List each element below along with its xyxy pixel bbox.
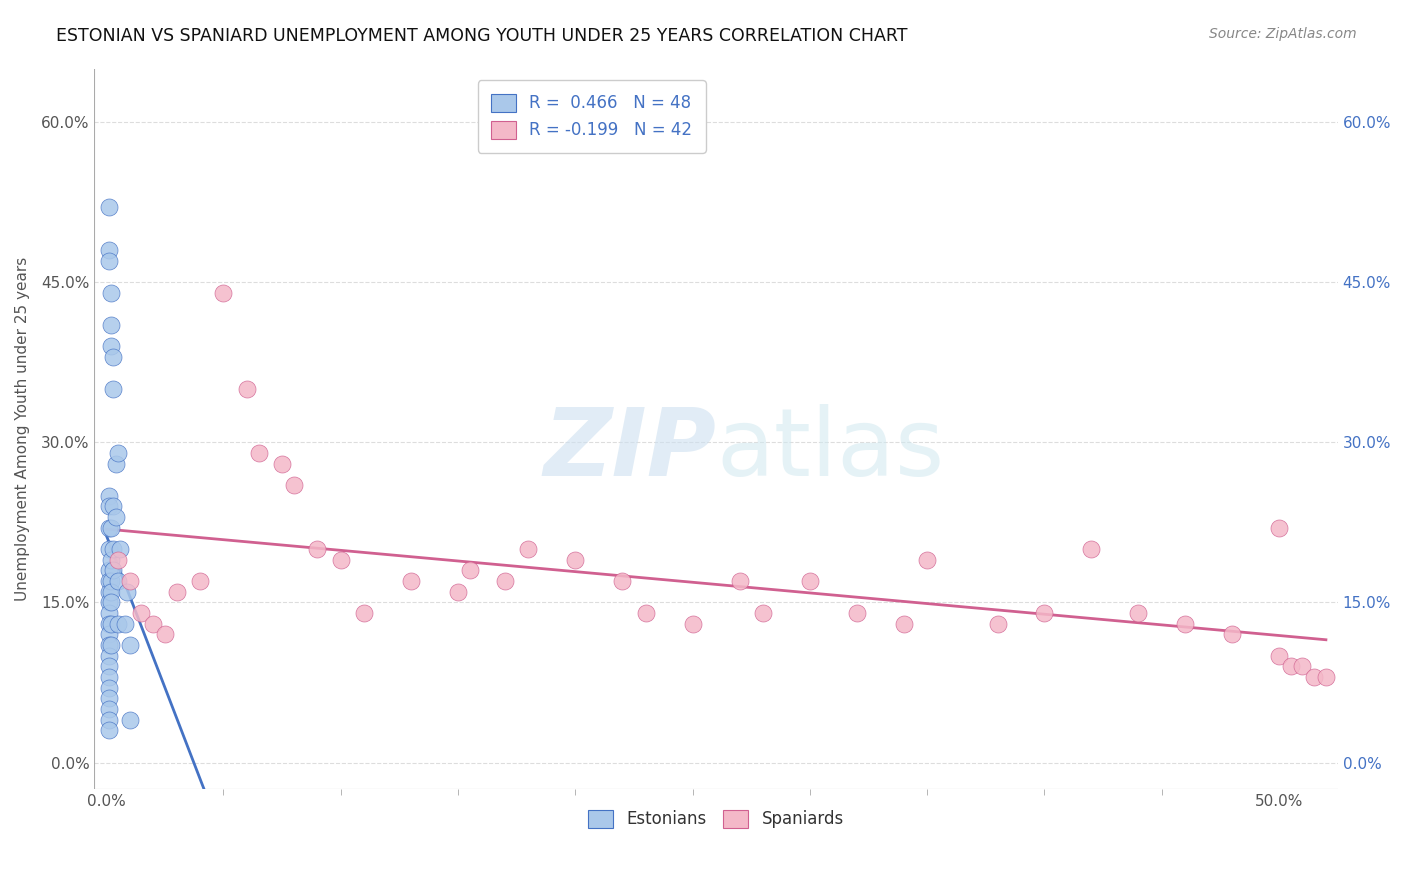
Point	[97, 541, 120, 556]
Point	[104, 510, 127, 524]
Point	[117, 584, 139, 599]
Point	[100, 521, 122, 535]
Point	[100, 318, 122, 332]
Point	[104, 457, 127, 471]
Point	[212, 285, 235, 300]
Point	[188, 574, 211, 588]
Point	[100, 552, 122, 566]
Point	[752, 606, 775, 620]
Point	[100, 285, 122, 300]
Point	[103, 350, 125, 364]
Point	[103, 500, 125, 514]
Point	[97, 574, 120, 588]
Point	[97, 584, 120, 599]
Point	[1291, 659, 1313, 673]
Point	[131, 606, 153, 620]
Point	[915, 552, 938, 566]
Point	[458, 563, 481, 577]
Point	[1128, 606, 1150, 620]
Point	[97, 243, 120, 257]
Point	[97, 563, 120, 577]
Point	[97, 616, 120, 631]
Point	[107, 552, 129, 566]
Point	[100, 339, 122, 353]
Point	[100, 584, 122, 599]
Point	[1080, 541, 1102, 556]
Point	[682, 616, 704, 631]
Text: ZIP: ZIP	[543, 404, 716, 497]
Point	[612, 574, 634, 588]
Point	[103, 382, 125, 396]
Point	[97, 681, 120, 695]
Point	[97, 253, 120, 268]
Point	[564, 552, 586, 566]
Text: Source: ZipAtlas.com: Source: ZipAtlas.com	[1209, 27, 1357, 41]
Point	[799, 574, 821, 588]
Text: ESTONIAN VS SPANIARD UNEMPLOYMENT AMONG YOUTH UNDER 25 YEARS CORRELATION CHART: ESTONIAN VS SPANIARD UNEMPLOYMENT AMONG …	[56, 27, 908, 45]
Point	[97, 648, 120, 663]
Text: atlas: atlas	[716, 404, 945, 497]
Point	[100, 616, 122, 631]
Point	[100, 574, 122, 588]
Point	[1315, 670, 1337, 684]
Point	[728, 574, 751, 588]
Point	[103, 541, 125, 556]
Point	[97, 723, 120, 738]
Point	[103, 563, 125, 577]
Point	[118, 574, 141, 588]
Point	[100, 638, 122, 652]
Point	[97, 702, 120, 716]
Point	[353, 606, 375, 620]
Point	[494, 574, 516, 588]
Point	[107, 446, 129, 460]
Point	[329, 552, 352, 566]
Point	[118, 713, 141, 727]
Point	[97, 521, 120, 535]
Y-axis label: Unemployment Among Youth under 25 years: Unemployment Among Youth under 25 years	[15, 257, 30, 601]
Point	[97, 606, 120, 620]
Point	[986, 616, 1008, 631]
Point	[247, 446, 270, 460]
Point	[271, 457, 294, 471]
Point	[399, 574, 422, 588]
Point	[1303, 670, 1326, 684]
Point	[118, 638, 141, 652]
Point	[97, 489, 120, 503]
Point	[97, 670, 120, 684]
Point	[97, 627, 120, 641]
Point	[110, 541, 132, 556]
Point	[1268, 648, 1291, 663]
Point	[153, 627, 176, 641]
Point	[100, 595, 122, 609]
Point	[447, 584, 470, 599]
Point	[634, 606, 657, 620]
Point	[307, 541, 329, 556]
Point	[97, 638, 120, 652]
Point	[517, 541, 540, 556]
Point	[142, 616, 165, 631]
Point	[114, 616, 136, 631]
Point	[1033, 606, 1056, 620]
Point	[236, 382, 259, 396]
Point	[283, 478, 305, 492]
Legend: Estonians, Spaniards: Estonians, Spaniards	[582, 803, 851, 835]
Point	[1268, 521, 1291, 535]
Point	[97, 500, 120, 514]
Point	[97, 691, 120, 706]
Point	[1220, 627, 1243, 641]
Point	[97, 200, 120, 214]
Point	[107, 616, 129, 631]
Point	[97, 659, 120, 673]
Point	[893, 616, 915, 631]
Point	[1174, 616, 1197, 631]
Point	[166, 584, 188, 599]
Point	[845, 606, 868, 620]
Point	[1279, 659, 1302, 673]
Point	[97, 713, 120, 727]
Point	[107, 574, 129, 588]
Point	[97, 595, 120, 609]
